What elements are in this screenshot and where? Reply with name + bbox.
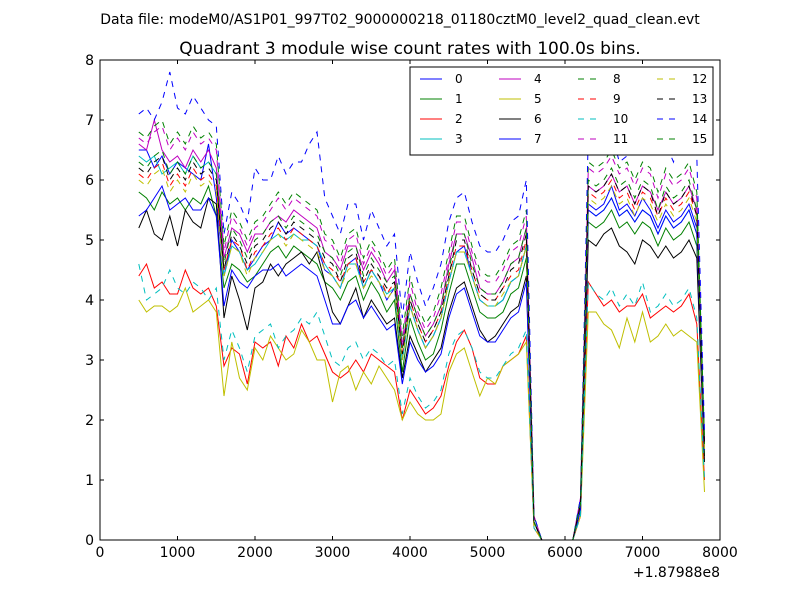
legend-label-15: 15 [692, 132, 707, 146]
series-line-14 [138, 71, 705, 540]
legend-label-0: 0 [455, 72, 463, 86]
x-tick-label: 7000 [625, 545, 661, 561]
y-tick-label: 0 [85, 533, 94, 549]
x-offset-label: +1.87988e8 [633, 565, 720, 581]
legend-label-1: 1 [455, 92, 463, 106]
y-tick-label: 1 [85, 473, 94, 489]
series-line-9 [138, 161, 705, 540]
series-line-7 [138, 184, 705, 540]
y-tick-label: 3 [85, 353, 94, 369]
chart-title: Quadrant 3 module wise count rates with … [179, 39, 640, 59]
series-line-1 [138, 184, 705, 540]
x-tick-label: 6000 [547, 545, 583, 561]
suptitle: Data file: modeM0/AS1P01_997T02_90000002… [100, 12, 700, 28]
y-tick-label: 2 [85, 413, 94, 429]
legend-label-5: 5 [534, 92, 542, 106]
legend-label-4: 4 [534, 72, 542, 86]
x-tick-label: 4000 [392, 545, 428, 561]
series-line-5 [138, 286, 705, 540]
series-line-12 [138, 167, 705, 540]
legend-label-9: 9 [613, 92, 621, 106]
x-tick-label: 2000 [237, 545, 273, 561]
legend-label-11: 11 [613, 132, 628, 146]
y-tick-label: 5 [85, 233, 94, 249]
x-tick-label: 5000 [470, 545, 506, 561]
legend-label-3: 3 [455, 132, 463, 146]
series-line-4 [138, 118, 705, 540]
y-tick-label: 7 [85, 113, 94, 129]
legend-label-8: 8 [613, 72, 621, 86]
series-line-6 [138, 197, 705, 540]
legend-label-14: 14 [692, 112, 707, 126]
legend-label-7: 7 [534, 132, 542, 146]
legend-label-2: 2 [455, 112, 463, 126]
x-tick-label: 8000 [702, 545, 738, 561]
series-layer [138, 71, 705, 540]
legend-label-13: 13 [692, 92, 707, 106]
legend-label-12: 12 [692, 72, 707, 86]
series-line-10 [138, 263, 705, 540]
y-tick-label: 4 [85, 293, 94, 309]
x-tick-label: 1000 [160, 545, 196, 561]
x-tick-label: 0 [96, 545, 105, 561]
legend-box [409, 66, 714, 156]
x-tick-label: 3000 [315, 545, 351, 561]
y-tick-label: 6 [85, 173, 94, 189]
y-tick-label: 8 [85, 53, 94, 69]
legend-label-6: 6 [534, 112, 542, 126]
ticks-layer: 0 1000 2000 3000 4000 5000 6000 7000 80000123456… [85, 53, 738, 561]
plot-frame [99, 59, 721, 541]
legend-label-10: 10 [613, 112, 628, 126]
